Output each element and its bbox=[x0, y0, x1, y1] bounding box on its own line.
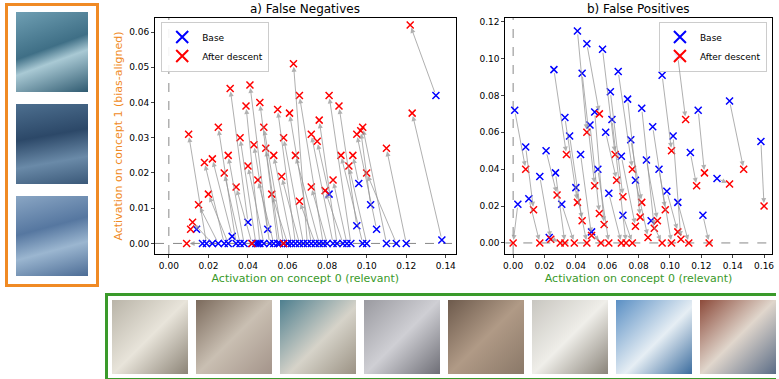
svg-text:0.01: 0.01 bbox=[129, 203, 149, 213]
svg-text:0.02: 0.02 bbox=[198, 261, 218, 271]
svg-text:Activation on concept 1 (bias-: Activation on concept 1 (bias-aligned) bbox=[112, 31, 125, 240]
svg-text:0.06: 0.06 bbox=[129, 27, 149, 37]
svg-text:0.06: 0.06 bbox=[479, 127, 499, 137]
svg-text:0.14: 0.14 bbox=[723, 261, 743, 271]
svg-text:Activation on concept 0 (relev: Activation on concept 0 (relevant) bbox=[545, 272, 733, 285]
svg-text:0.00: 0.00 bbox=[159, 261, 179, 271]
svg-text:0.04: 0.04 bbox=[238, 261, 258, 271]
svg-text:0.06: 0.06 bbox=[278, 261, 298, 271]
svg-text:0.14: 0.14 bbox=[436, 261, 456, 271]
svg-text:0.04: 0.04 bbox=[566, 261, 586, 271]
svg-text:a) False Negatives: a) False Negatives bbox=[250, 2, 360, 16]
svg-text:0.12: 0.12 bbox=[479, 17, 499, 27]
svg-text:0.10: 0.10 bbox=[357, 261, 377, 271]
svg-text:0.02: 0.02 bbox=[129, 168, 149, 178]
svg-text:0.06: 0.06 bbox=[597, 261, 617, 271]
svg-text:0.03: 0.03 bbox=[129, 133, 149, 143]
svg-text:0.08: 0.08 bbox=[479, 91, 499, 101]
svg-text:0.08: 0.08 bbox=[317, 261, 337, 271]
svg-text:0.12: 0.12 bbox=[396, 261, 416, 271]
svg-text:0.05: 0.05 bbox=[129, 62, 149, 72]
svg-text:0.10: 0.10 bbox=[479, 54, 499, 64]
svg-text:0.02: 0.02 bbox=[479, 201, 499, 211]
svg-text:0.00: 0.00 bbox=[479, 238, 499, 248]
svg-text:0.00: 0.00 bbox=[129, 239, 149, 249]
svg-text:0.04: 0.04 bbox=[479, 164, 499, 174]
svg-text:0.16: 0.16 bbox=[754, 261, 774, 271]
svg-text:0.10: 0.10 bbox=[660, 261, 680, 271]
svg-text:After descent: After descent bbox=[700, 52, 761, 62]
svg-text:0.02: 0.02 bbox=[534, 261, 554, 271]
svg-text:Base: Base bbox=[202, 33, 224, 43]
svg-text:0.04: 0.04 bbox=[129, 98, 149, 108]
svg-text:Base: Base bbox=[700, 33, 722, 43]
svg-text:Activation on concept 0 (relev: Activation on concept 0 (relevant) bbox=[212, 272, 400, 285]
svg-text:0.12: 0.12 bbox=[691, 261, 711, 271]
svg-text:0.00: 0.00 bbox=[503, 261, 523, 271]
svg-text:b) False Positives: b) False Positives bbox=[587, 2, 690, 16]
svg-text:After descent: After descent bbox=[202, 52, 263, 62]
svg-text:0.08: 0.08 bbox=[629, 261, 649, 271]
